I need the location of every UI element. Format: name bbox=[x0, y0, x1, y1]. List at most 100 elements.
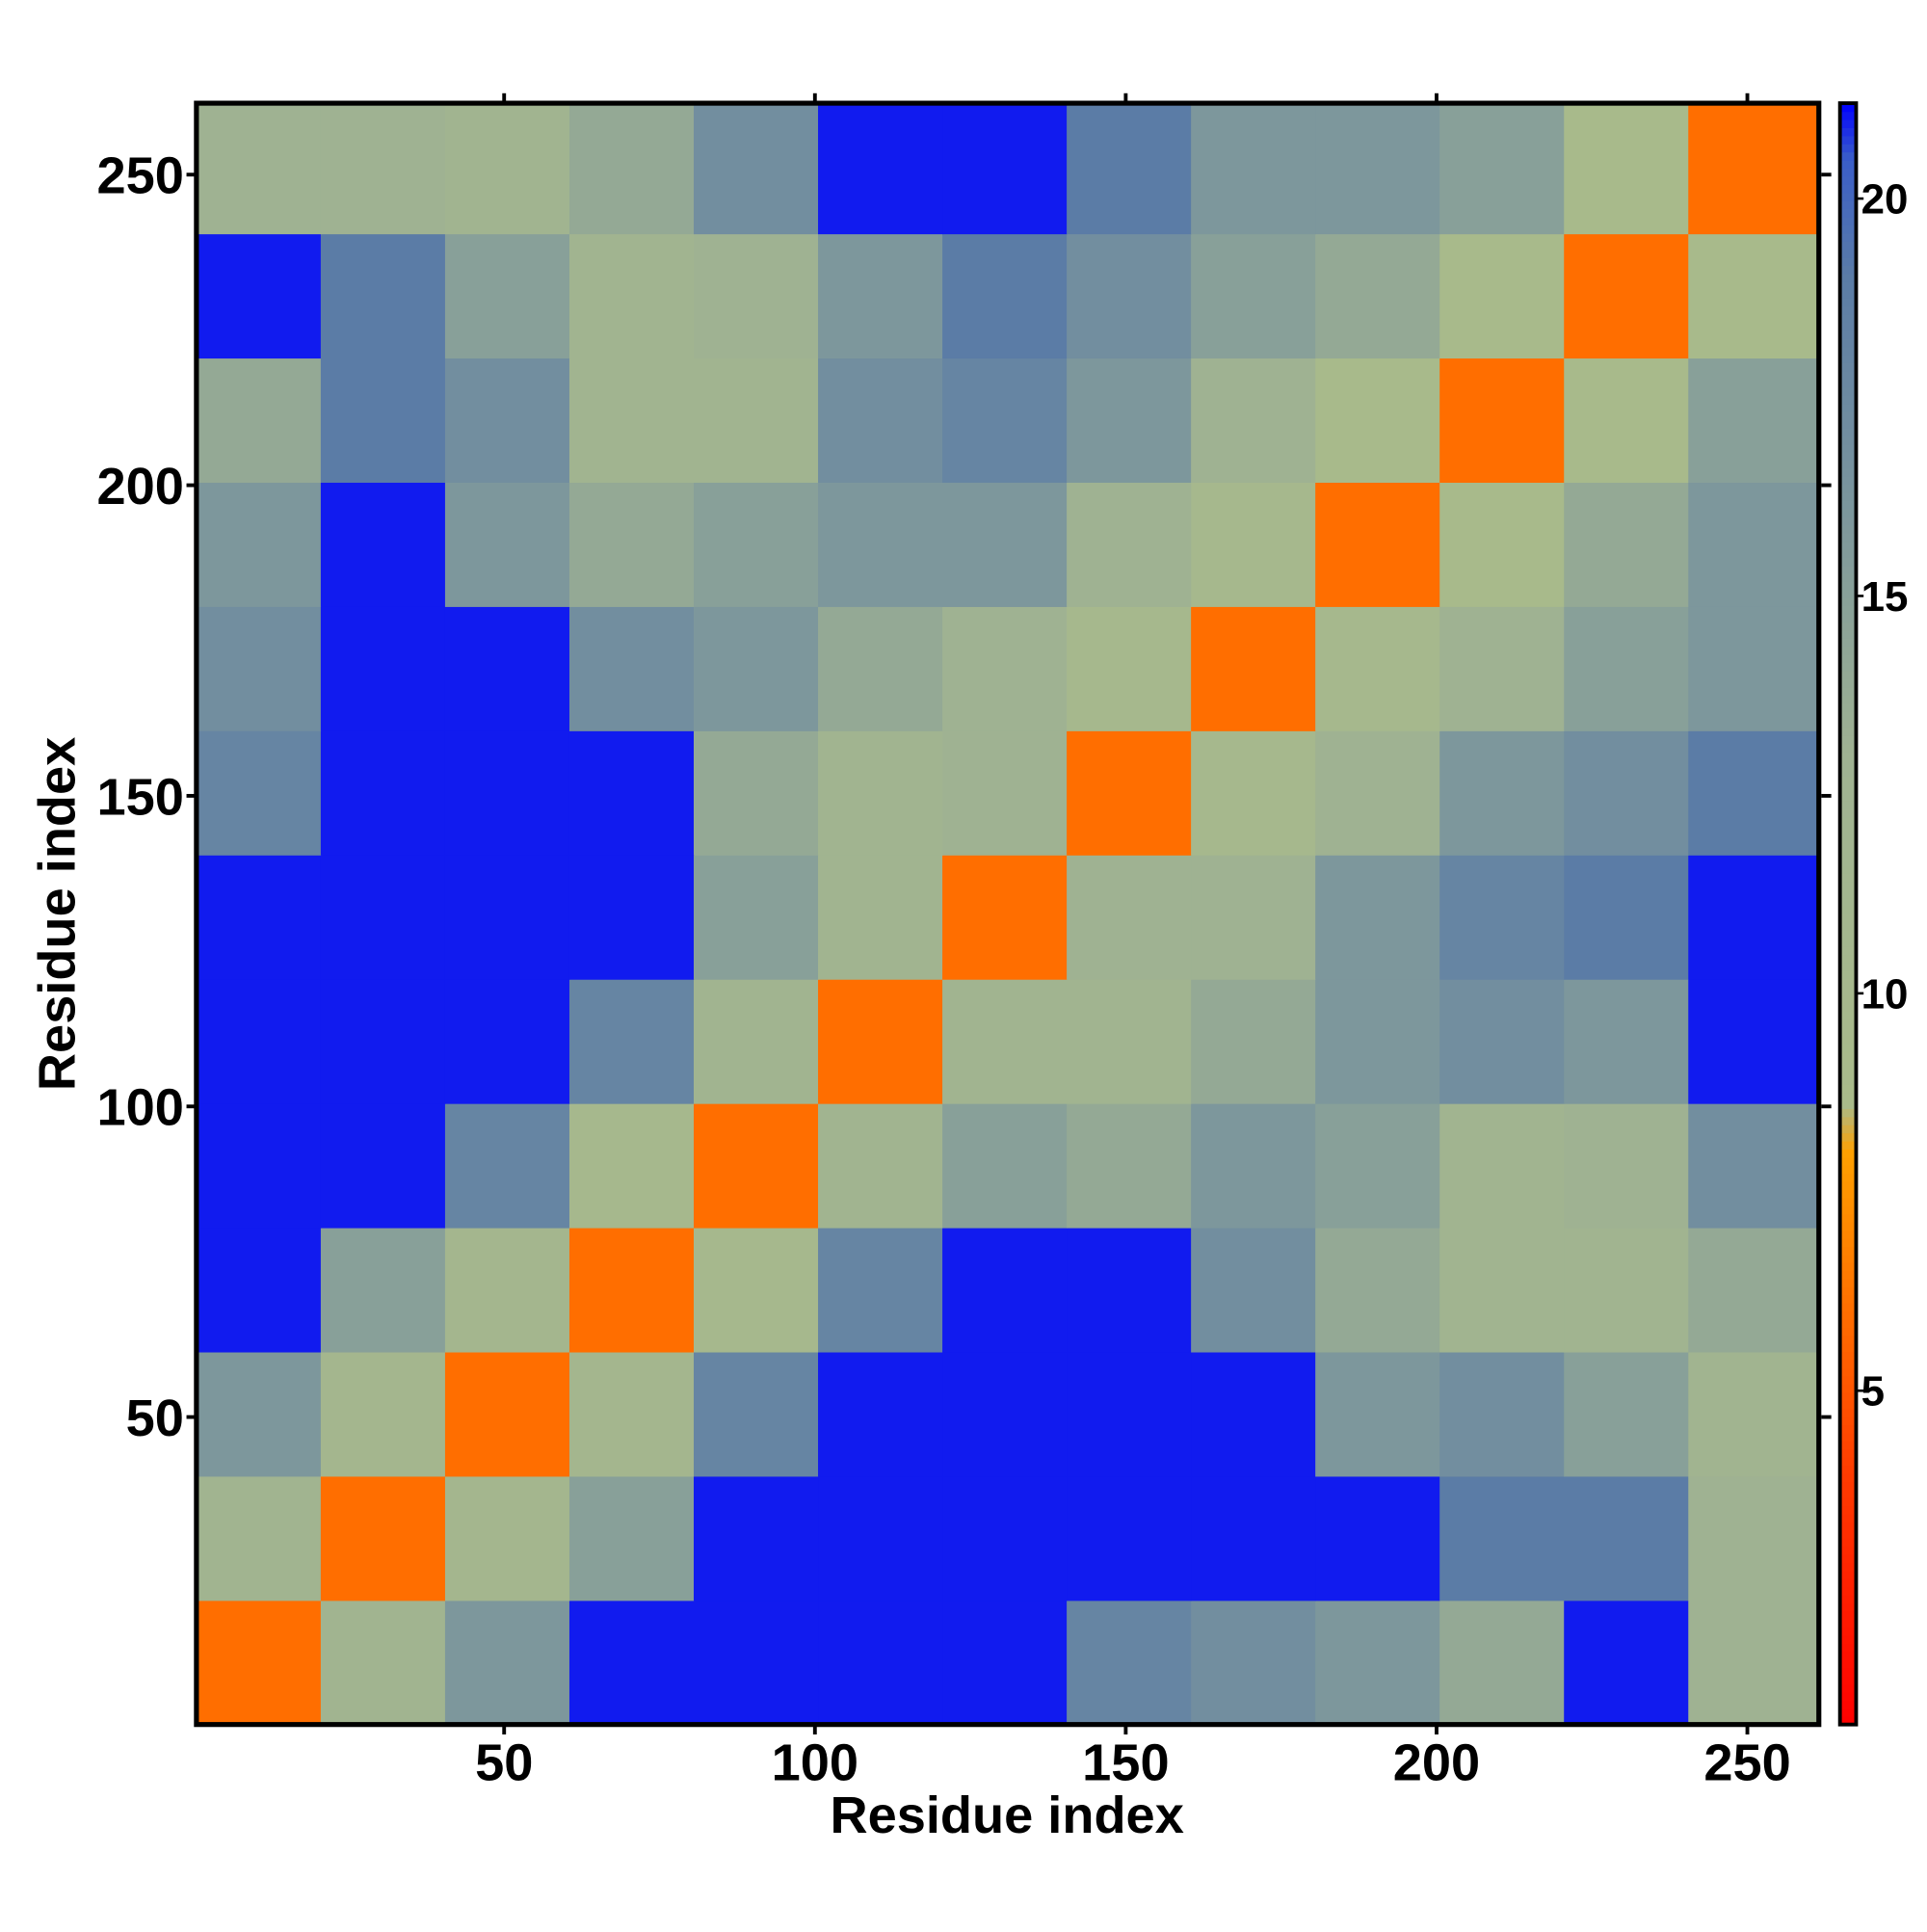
heatmap-cell bbox=[942, 855, 1068, 980]
colorbar-step bbox=[1839, 436, 1857, 445]
colorbar-step bbox=[1839, 1303, 1857, 1312]
colorbar-step bbox=[1839, 1513, 1857, 1522]
colorbar-step bbox=[1839, 1173, 1857, 1182]
heatmap-cell bbox=[818, 357, 943, 483]
colorbar-step bbox=[1839, 1084, 1857, 1094]
colorbar-step bbox=[1839, 671, 1857, 680]
heatmap-cell bbox=[320, 482, 446, 607]
heatmap-cell bbox=[942, 730, 1068, 856]
colorbar-step bbox=[1839, 1707, 1857, 1717]
heatmap-cell bbox=[942, 1600, 1068, 1726]
colorbar-step bbox=[1839, 1125, 1857, 1134]
heatmap-cell bbox=[1191, 1475, 1316, 1601]
colorbar-step bbox=[1839, 1595, 1857, 1604]
colorbar-step bbox=[1839, 1635, 1857, 1645]
heatmap-cell bbox=[1688, 1103, 1820, 1229]
heatmap-cell bbox=[818, 103, 943, 235]
colorbar-step bbox=[1839, 752, 1857, 761]
heatmap-cell bbox=[320, 979, 446, 1104]
heatmap-cell bbox=[196, 1600, 322, 1726]
heatmap-cell bbox=[1191, 1600, 1316, 1726]
colorbar-step bbox=[1839, 1059, 1857, 1069]
heatmap-cell bbox=[694, 606, 819, 731]
colorbar-step bbox=[1839, 1457, 1857, 1467]
colorbar-step bbox=[1839, 840, 1857, 850]
heatmap-cell bbox=[818, 1475, 943, 1601]
colorbar-step bbox=[1839, 646, 1857, 655]
heatmap-cell bbox=[1439, 606, 1565, 731]
heatmap-cell bbox=[1688, 1600, 1820, 1726]
colorbar-step bbox=[1839, 289, 1857, 299]
colorbar-step bbox=[1839, 678, 1857, 688]
heatmap-cell bbox=[1688, 1351, 1820, 1477]
colorbar-step bbox=[1839, 394, 1857, 405]
colorbar-step bbox=[1839, 1181, 1857, 1191]
heatmap-cell bbox=[568, 1103, 695, 1229]
heatmap-cell bbox=[568, 1600, 695, 1726]
colorbar-step bbox=[1839, 759, 1857, 769]
heatmap-cell bbox=[942, 1227, 1068, 1353]
heatmap-cell bbox=[1439, 1600, 1565, 1726]
colorbar-step bbox=[1839, 767, 1857, 778]
colorbar-step bbox=[1839, 103, 1857, 113]
heatmap-cell bbox=[196, 979, 322, 1104]
colorbar-step bbox=[1839, 930, 1857, 940]
colorbar-step bbox=[1839, 500, 1857, 510]
heatmap-cell bbox=[568, 979, 695, 1104]
colorbar-step bbox=[1839, 954, 1857, 964]
heatmap-cell bbox=[818, 1103, 943, 1229]
heatmap-cell bbox=[1688, 606, 1820, 731]
heatmap-cell bbox=[694, 1600, 819, 1726]
colorbar-step bbox=[1839, 1027, 1857, 1037]
colorbar-step bbox=[1839, 808, 1857, 818]
colorbar-step bbox=[1839, 824, 1857, 834]
heatmap-cell bbox=[320, 1475, 446, 1601]
colorbar-step bbox=[1839, 1165, 1857, 1175]
colorbar-step bbox=[1839, 987, 1857, 996]
colorbar-step bbox=[1839, 1327, 1857, 1337]
colorbar-step bbox=[1839, 1360, 1857, 1369]
colorbar-step bbox=[1839, 1367, 1857, 1377]
colorbar-step bbox=[1839, 1108, 1857, 1118]
heatmap-cell bbox=[568, 730, 695, 856]
colorbar-step bbox=[1839, 216, 1857, 225]
heatmap-cell bbox=[1315, 357, 1440, 483]
heatmap-cell bbox=[444, 979, 570, 1104]
colorbar-step bbox=[1839, 1424, 1857, 1434]
heatmap-cell bbox=[1439, 103, 1565, 235]
heatmap-cell bbox=[942, 103, 1068, 235]
colorbar-step bbox=[1839, 1651, 1857, 1661]
colorbar-step bbox=[1839, 184, 1857, 194]
colorbar-step bbox=[1839, 1043, 1857, 1053]
colorbar-step bbox=[1839, 225, 1857, 234]
colorbar-step bbox=[1839, 168, 1857, 177]
heatmap-cell bbox=[942, 1103, 1068, 1229]
colorbar-step bbox=[1839, 1384, 1857, 1393]
heatmap-cell bbox=[694, 357, 819, 483]
heatmap-cell bbox=[942, 1475, 1068, 1601]
heatmap-cell bbox=[694, 482, 819, 607]
colorbar-step bbox=[1839, 175, 1857, 185]
colorbar-step bbox=[1839, 330, 1857, 339]
colorbar-step bbox=[1839, 403, 1857, 412]
heatmap-cell bbox=[1315, 1351, 1440, 1477]
heatmap-cell bbox=[1439, 482, 1565, 607]
heatmap-cell bbox=[1439, 1103, 1565, 1229]
colorbar-step bbox=[1839, 127, 1857, 137]
heatmap-cell bbox=[568, 606, 695, 731]
heatmap-cell bbox=[1439, 357, 1565, 483]
colorbar-step bbox=[1839, 605, 1857, 615]
colorbar-step bbox=[1839, 354, 1857, 363]
colorbar-step bbox=[1839, 1627, 1857, 1636]
heatmap-cell bbox=[1315, 730, 1440, 856]
heatmap-cell bbox=[444, 606, 570, 731]
heatmap-cell bbox=[568, 855, 695, 980]
heatmap-cell bbox=[942, 1351, 1068, 1477]
colorbar-step bbox=[1839, 792, 1857, 802]
colorbar-step bbox=[1839, 783, 1857, 793]
heatmap-cell bbox=[1191, 357, 1316, 483]
plot-frame bbox=[194, 100, 1822, 1728]
colorbar-step bbox=[1839, 1051, 1857, 1061]
heatmap-cell bbox=[196, 482, 322, 607]
colorbar-step bbox=[1839, 711, 1857, 721]
